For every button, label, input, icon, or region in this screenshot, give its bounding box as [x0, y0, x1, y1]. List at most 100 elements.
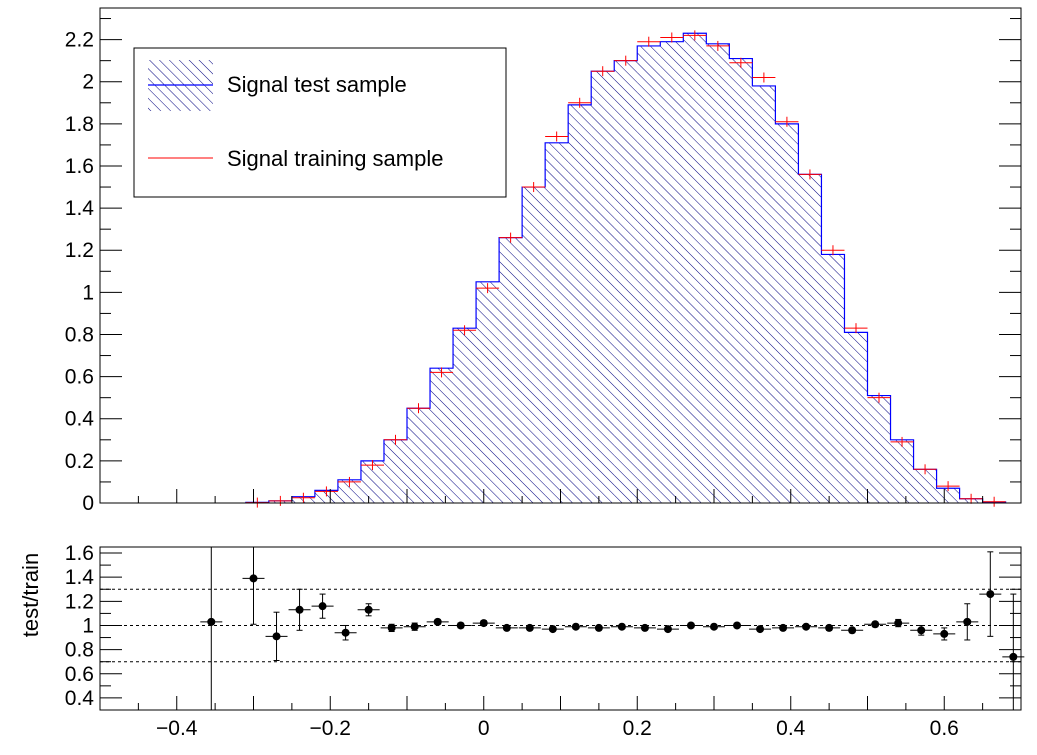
train-point: [637, 36, 661, 47]
ratio-y-tick-label: 1.6: [65, 542, 94, 565]
test-bar: [453, 328, 477, 503]
ratio-marker: [802, 622, 811, 631]
ratio-point: [656, 625, 679, 634]
test-bar: [360, 460, 384, 503]
ratio-marker: [894, 619, 903, 628]
ratio-point: [679, 621, 702, 630]
train-point: [337, 476, 361, 487]
ratio-marker: [502, 623, 511, 632]
ratio-point: [772, 623, 795, 632]
train-point: [913, 464, 937, 475]
ratio-marker: [917, 626, 926, 635]
train-point: [867, 392, 891, 403]
ratio-point: [933, 627, 956, 641]
train-point: [568, 97, 592, 108]
test-bar: [844, 332, 868, 503]
y-tick-label: 0.6: [65, 366, 94, 389]
ratio-panel: 0.40.60.811.21.41.6−0.4 −0.2 0 0.2 0.4 0.6tes…: [18, 542, 1025, 740]
train-point: [476, 283, 500, 294]
ratio-point: [910, 624, 933, 636]
test-bar: [591, 71, 615, 503]
ratio-marker: [640, 623, 649, 632]
ratio-point: [703, 622, 725, 631]
ratio-point: [472, 619, 495, 628]
train-point: [798, 169, 822, 180]
y-tick-label: 1.8: [65, 113, 94, 136]
test-bar: [522, 187, 546, 504]
ratio-marker: [456, 621, 465, 630]
ratio-marker: [940, 629, 949, 638]
x-tick-label: 0: [478, 717, 490, 740]
ratio-point: [403, 622, 426, 631]
ratio-point: [357, 603, 380, 617]
x-tick-label: 0.6: [930, 717, 959, 740]
ratio-point: [795, 622, 818, 631]
test-bar: [383, 439, 407, 503]
train-point: [706, 40, 730, 51]
x-tick-label: −0.4: [156, 717, 198, 740]
ratio-marker: [1009, 652, 1018, 661]
main-histogram-panel: 0 0.2 0.4 0.6 0.8 1 1.2 1.4 1.6 1.8 2 2.2 Signal tes…: [65, 7, 1022, 515]
train-point: [936, 481, 960, 492]
ratio-marker: [617, 622, 626, 631]
train-point: [430, 367, 454, 378]
ratio-point: [841, 626, 864, 635]
test-bar: [430, 368, 454, 503]
legend-test-label: Signal test sample: [227, 72, 407, 97]
ratio-y-tick-label: 0.4: [65, 687, 95, 710]
ratio-point: [887, 618, 910, 628]
test-bar: [729, 58, 753, 503]
ratio-point: [749, 625, 772, 634]
train-point: [522, 182, 546, 193]
train-point: [614, 55, 638, 66]
ratio-marker: [686, 621, 695, 630]
ratio-y-axis-title: test/train: [18, 553, 43, 637]
test-bar: [890, 439, 914, 503]
test-bar: [775, 123, 799, 503]
y-tick-label: 2.2: [65, 29, 94, 52]
test-bar: [936, 488, 960, 503]
ratio-point: [864, 620, 887, 629]
ratio-y-tick-label: 0.6: [65, 663, 94, 686]
ratio-marker: [986, 590, 995, 599]
train-point: [291, 492, 315, 503]
train-point: [982, 496, 1006, 507]
test-bar: [913, 469, 937, 503]
legend: Signal test sample Signal training sample: [133, 47, 507, 198]
y-tick-label: 0.4: [65, 408, 95, 431]
ratio-marker: [479, 619, 488, 628]
ratio-marker: [871, 620, 880, 629]
train-point: [729, 57, 753, 68]
train-point: [360, 460, 384, 471]
ratio-point: [541, 625, 564, 634]
train-point: [545, 131, 569, 142]
ratio-point: [380, 623, 403, 633]
test-bar: [637, 45, 661, 504]
ratio-marker: [594, 623, 603, 632]
y-tick-label: 2: [82, 71, 94, 94]
test-bar: [821, 254, 845, 503]
ratio-point: [633, 623, 656, 632]
ratio-marker: [848, 626, 857, 635]
y-tick-label: 1: [82, 281, 94, 304]
legend-train-label: Signal training sample: [227, 146, 443, 171]
train-point: [383, 434, 407, 445]
ratio-point: [818, 623, 841, 632]
ratio-marker: [295, 605, 304, 614]
train-point: [890, 436, 914, 447]
ratio-point: [242, 547, 265, 625]
y-tick-label: 0.8: [65, 323, 94, 346]
ratio-marker: [318, 602, 327, 611]
ratio-point: [979, 551, 1002, 637]
ratio-y-tick-label: 1.4: [65, 566, 95, 589]
ratio-point: [956, 603, 979, 641]
ratio-marker: [779, 623, 788, 632]
ratio-marker: [825, 623, 834, 632]
ratio-point: [564, 622, 587, 631]
train-point: [775, 116, 799, 127]
y-tick-label: 0: [82, 492, 94, 515]
ratio-marker: [571, 622, 580, 631]
train-point: [660, 32, 684, 43]
ratio-point: [726, 621, 749, 630]
y-tick-label: 1.6: [65, 155, 94, 178]
